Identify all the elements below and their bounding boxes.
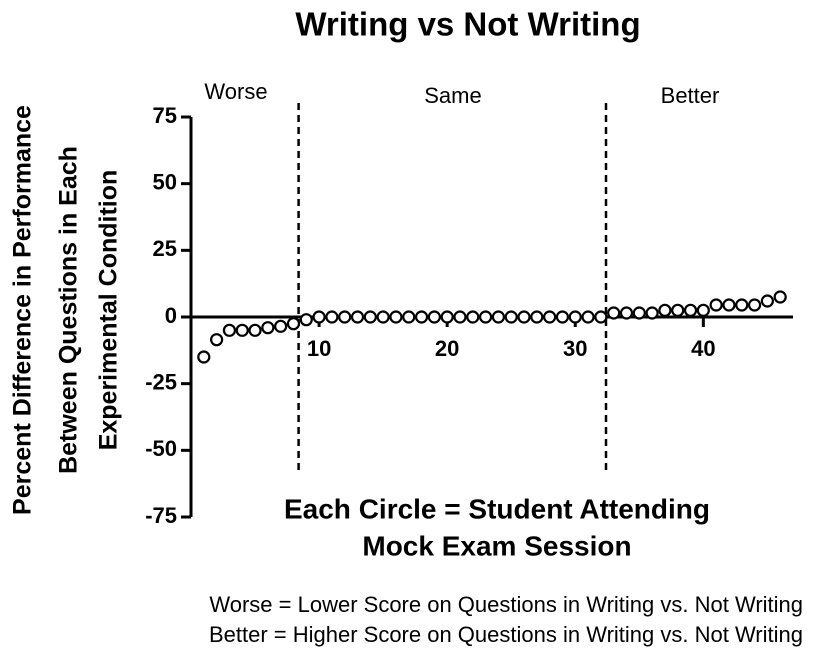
y-label: Experimental Condition — [95, 170, 123, 451]
point — [594, 310, 608, 324]
point — [696, 303, 710, 317]
point — [658, 303, 672, 317]
point — [760, 294, 774, 308]
y-tick-label: -75 — [145, 503, 177, 528]
point — [607, 306, 621, 320]
point — [555, 310, 570, 324]
y-tick-label: 0 — [165, 303, 177, 328]
point — [773, 290, 787, 304]
point — [325, 310, 339, 324]
point — [543, 310, 557, 324]
y-tick-label: -25 — [145, 369, 177, 394]
point — [709, 298, 723, 312]
point — [517, 310, 531, 324]
point — [210, 333, 224, 347]
point — [671, 303, 685, 317]
point — [414, 310, 429, 324]
y-label: Percent Difference in Performance — [9, 105, 37, 515]
point — [645, 306, 659, 320]
y-tick-label: 75 — [153, 103, 177, 128]
region-label: Worse — [204, 79, 267, 104]
region-label: Same — [424, 83, 481, 108]
point — [722, 298, 736, 312]
point — [312, 310, 326, 324]
point — [478, 310, 493, 324]
footnote: Worse = Lower Score on Questions in Writ… — [209, 592, 803, 617]
point — [235, 323, 249, 337]
point — [568, 310, 582, 324]
point — [389, 310, 403, 324]
point — [504, 310, 518, 324]
point — [632, 306, 646, 320]
point — [747, 298, 762, 312]
point — [222, 323, 237, 337]
point — [440, 310, 454, 324]
point — [299, 313, 313, 327]
point — [376, 310, 390, 324]
footnote: Better = Higher Score on Questions in Wr… — [209, 622, 803, 647]
point — [338, 310, 352, 324]
point — [363, 310, 377, 324]
point — [453, 310, 467, 324]
region-label: Better — [661, 83, 720, 108]
x-tick-label: 10 — [307, 336, 331, 361]
point — [466, 310, 480, 324]
y-tick-label: 50 — [153, 169, 177, 194]
x-label: Each Circle = Student Attending — [284, 493, 710, 524]
point — [248, 323, 262, 337]
y-tick-label: 25 — [153, 236, 177, 261]
point — [619, 306, 634, 320]
point — [274, 319, 288, 333]
y-label: Between Questions in Each — [55, 146, 83, 474]
x-tick-label: 20 — [435, 336, 459, 361]
point — [427, 310, 441, 324]
point — [350, 310, 365, 324]
point — [491, 310, 506, 324]
point — [402, 310, 416, 324]
point — [735, 298, 749, 312]
x-label: Mock Exam Session — [362, 530, 631, 561]
y-tick-label: -50 — [145, 436, 177, 461]
x-tick-label: 30 — [563, 336, 587, 361]
point — [683, 303, 698, 317]
point — [197, 350, 211, 364]
point — [581, 310, 595, 324]
point — [530, 310, 544, 324]
point — [286, 317, 301, 331]
chart-title: Writing vs Not Writing — [295, 6, 640, 43]
point — [261, 321, 275, 335]
x-tick-label: 40 — [691, 336, 715, 361]
